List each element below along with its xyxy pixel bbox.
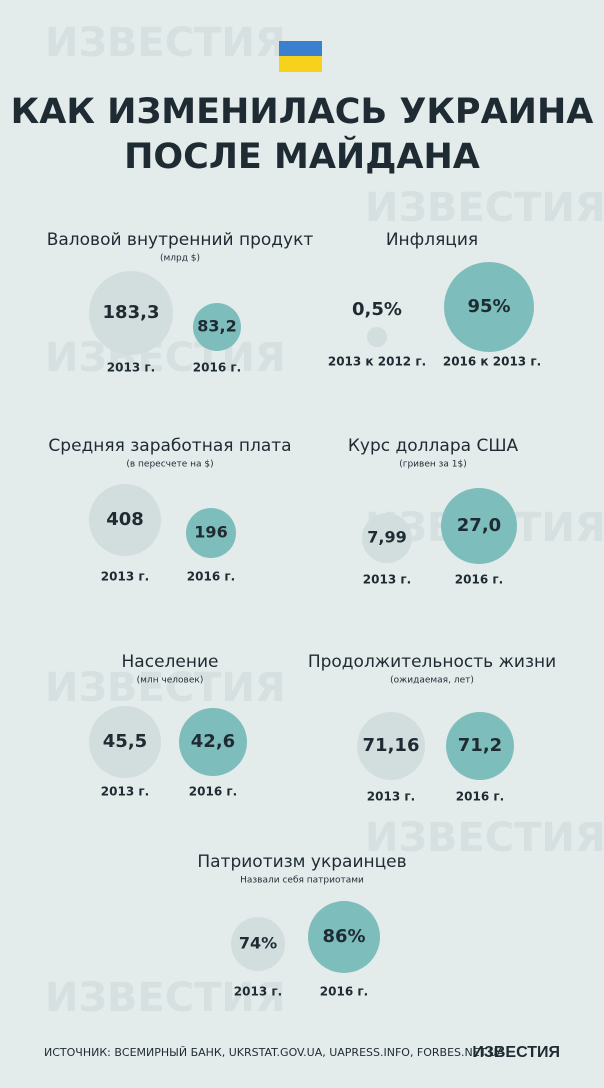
- panel-subtitle: (в пересчете на $): [126, 460, 213, 470]
- year-label: 2016 к 2013 г.: [443, 355, 541, 369]
- year-label: 2013 г.: [101, 570, 149, 584]
- value: 7,99: [367, 528, 406, 547]
- value: 196: [194, 523, 227, 542]
- value-circle: [193, 303, 241, 351]
- watermark: ИЗВЕСТИЯ: [45, 975, 286, 1021]
- flag: [279, 41, 322, 72]
- source: ИСТОЧНИК: ВСЕМИРНЫЙ БАНК, UKRSTAT.GOV.UA…: [44, 1046, 505, 1059]
- watermark: ИЗВЕСТИЯ: [45, 20, 286, 66]
- value-circle: [89, 706, 161, 778]
- value: 95%: [467, 296, 510, 317]
- value-circle: [444, 262, 534, 352]
- value: 71,16: [363, 735, 420, 756]
- panel-title: Курс доллара США: [348, 436, 519, 456]
- value-circle: [89, 484, 161, 556]
- value: 0,5%: [352, 299, 402, 320]
- year-label: 2013 г.: [101, 785, 149, 799]
- value: 45,5: [103, 731, 147, 752]
- value: 27,0: [457, 515, 501, 536]
- panel-subtitle: (млрд $): [160, 254, 200, 264]
- flag-yellow: [279, 56, 322, 72]
- year-label: 2013 г.: [107, 361, 155, 375]
- year-label: 2016 г.: [455, 573, 503, 587]
- panel-title: Инфляция: [386, 230, 478, 250]
- value: 83,2: [197, 317, 236, 336]
- year-label: 2016 г.: [189, 785, 237, 799]
- year-label: 2016 г.: [187, 570, 235, 584]
- value-circle: [367, 327, 387, 347]
- year-label: 2016 г.: [456, 790, 504, 804]
- flag-blue: [279, 41, 322, 56]
- panel-title: Валовой внутренний продукт: [47, 230, 314, 250]
- watermark: ИЗВЕСТИЯ: [45, 665, 286, 711]
- year-label: 2016 г.: [193, 361, 241, 375]
- year-label: 2013 г.: [234, 985, 282, 999]
- year-label: 2013 г.: [363, 573, 411, 587]
- value-circle: [231, 917, 285, 971]
- panel-subtitle: Назвали себя патриотами: [240, 876, 364, 886]
- watermark: ИЗВЕСТИЯ: [365, 815, 604, 861]
- year-label: 2013 г.: [367, 790, 415, 804]
- year-label: 2013 к 2012 г.: [328, 355, 426, 369]
- panel-title: Население: [122, 652, 219, 672]
- panel-subtitle: (млн человек): [137, 676, 204, 686]
- value: 42,6: [191, 731, 235, 752]
- value: 408: [106, 509, 144, 530]
- value-circle: [446, 712, 514, 780]
- value: 86%: [322, 926, 365, 947]
- panel-title: Патриотизм украинцев: [197, 852, 406, 872]
- panel-title: Средняя заработная плата: [48, 436, 291, 456]
- logo: ИЗВЕСТИЯ: [472, 1044, 560, 1061]
- panel-subtitle: (ожидаемая, лет): [390, 676, 474, 686]
- value-circle: [357, 712, 425, 780]
- watermark: ИЗВЕСТИЯ: [45, 335, 286, 381]
- value: 71,2: [458, 735, 502, 756]
- panel-subtitle: (гривен за 1$): [399, 460, 467, 470]
- value-circle: [308, 901, 380, 973]
- year-label: 2016 г.: [320, 985, 368, 999]
- value-circle: [441, 488, 517, 564]
- value-circle: [179, 708, 247, 776]
- value-circle: [362, 513, 412, 563]
- value-circle: [186, 508, 236, 558]
- value-circle: [89, 271, 173, 355]
- watermark: ИЗВЕСТИЯ: [365, 185, 604, 231]
- value: 74%: [239, 934, 277, 953]
- panel-title: Продолжительность жизни: [308, 652, 556, 672]
- value: 183,3: [103, 302, 160, 323]
- title-line: КАК ИЗМЕНИЛАСЬ УКРАИНА: [11, 92, 594, 132]
- title-line: ПОСЛЕ МАЙДАНА: [124, 135, 480, 177]
